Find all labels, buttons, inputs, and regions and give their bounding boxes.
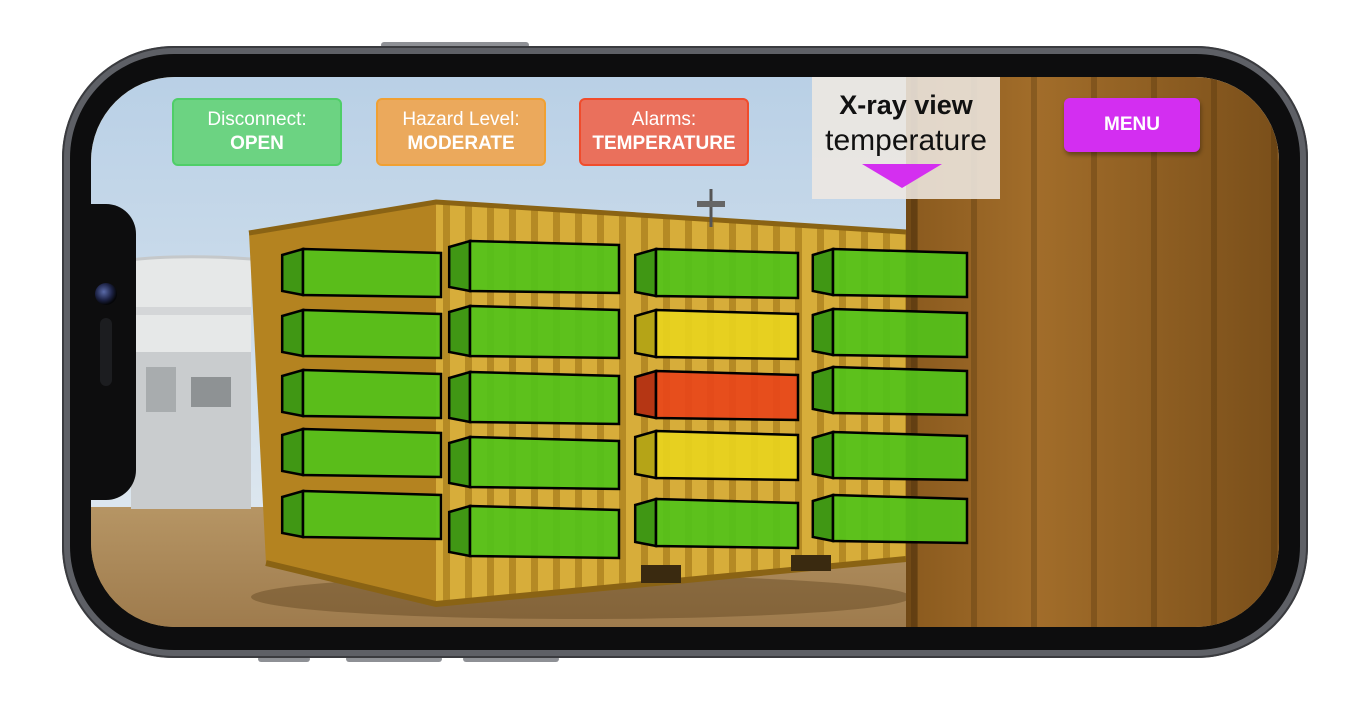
battery-module-normal[interactable] [654,497,800,550]
xray-view-selector[interactable]: X-ray view temperature [812,77,1000,199]
action-button [258,656,310,662]
power-button [381,42,529,48]
battery-module-normal[interactable] [831,365,969,417]
disconnect-label: Disconnect: [207,109,307,131]
battery-module-normal[interactable] [301,247,443,299]
battery-module-side [633,429,658,480]
battery-module-normal[interactable] [468,504,621,560]
disconnect-status-badge: Disconnect: OPEN [172,98,342,166]
hazard-value: MODERATE [407,133,515,154]
battery-module-side [447,239,472,293]
battery-module-side [280,247,305,297]
alarms-value: TEMPERATURE [592,133,736,154]
battery-module-normal[interactable] [301,368,443,420]
disconnect-value: OPEN [230,133,284,154]
battery-module-normal[interactable] [468,304,621,360]
battery-module-side [280,368,305,418]
battery-module-side [280,489,305,539]
battery-module-side [633,247,658,298]
alarms-badge: Alarms: TEMPERATURE [579,98,749,166]
hazard-label: Hazard Level: [402,109,520,131]
battery-module-elevated[interactable] [654,429,800,482]
battery-module-normal[interactable] [468,435,621,491]
battery-module-normal[interactable] [301,427,443,479]
xray-title: X-ray view [839,90,973,120]
caret-down-icon[interactable] [862,164,942,188]
battery-module-side [447,504,472,558]
volume-down-button [463,656,559,662]
front-camera-icon [95,283,117,305]
battery-module-side [280,427,305,477]
battery-module-normal[interactable] [831,493,969,545]
battery-module-side [447,304,472,358]
battery-module-side [633,308,658,359]
battery-module-side [447,370,472,424]
earpiece-speaker [100,318,112,386]
battery-module-side [811,493,835,543]
battery-module-side [811,430,835,480]
battery-module-normal[interactable] [301,308,443,360]
battery-module-side [811,307,835,357]
battery-module-normal[interactable] [654,247,800,300]
alarms-label: Alarms: [631,109,697,131]
battery-module-normal[interactable] [468,239,621,295]
battery-module-normal[interactable] [831,247,969,299]
xray-mode: temperature [825,124,987,157]
battery-module-side [633,497,658,548]
hazard-level-badge: Hazard Level: MODERATE [376,98,546,166]
battery-module-side [447,435,472,489]
menu-button[interactable]: MENU [1064,98,1200,152]
volume-up-button [346,656,442,662]
battery-module-elevated[interactable] [654,308,800,361]
battery-module-side [811,247,835,297]
battery-module-alarm[interactable] [654,369,800,422]
battery-module-side [811,365,835,415]
battery-module-side [633,369,658,420]
battery-module-normal[interactable] [301,489,443,541]
battery-module-normal[interactable] [468,370,621,426]
battery-module-side [280,308,305,358]
ar-screen[interactable]: Disconnect: OPEN Hazard Level: MODERATE … [91,77,1279,627]
battery-module-normal[interactable] [831,307,969,359]
battery-module-normal[interactable] [831,430,969,482]
battery-module-overlay [280,239,969,560]
